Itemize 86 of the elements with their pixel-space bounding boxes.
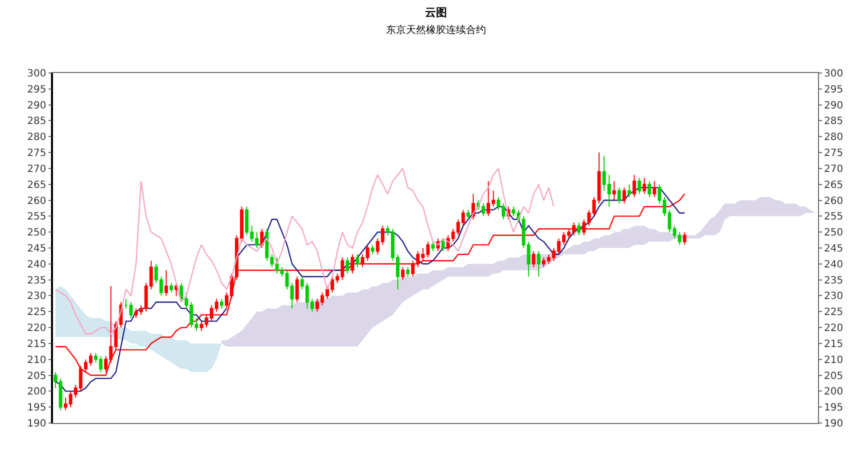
candlestick bbox=[401, 266, 405, 280]
y-tick-label: 275 bbox=[27, 148, 46, 160]
y-tick-label: 200 bbox=[27, 386, 46, 398]
y2-tick-label: 275 bbox=[824, 148, 844, 160]
y2-tick-label: 280 bbox=[824, 132, 844, 144]
candlestick bbox=[617, 187, 621, 204]
y-tick-label: 230 bbox=[27, 291, 46, 302]
y-tick-label: 235 bbox=[27, 275, 46, 286]
candlestick bbox=[441, 238, 445, 252]
y-tick-label: 195 bbox=[27, 402, 46, 414]
candlestick bbox=[662, 196, 666, 217]
candlestick bbox=[682, 232, 686, 246]
candlestick bbox=[532, 250, 536, 268]
y2-tick-label: 200 bbox=[824, 386, 844, 398]
candlestick bbox=[622, 187, 626, 204]
candlestick bbox=[431, 241, 435, 252]
y-tick-label: 300 bbox=[27, 68, 46, 80]
y-tick-label: 245 bbox=[27, 244, 46, 254]
candlestick bbox=[200, 320, 204, 332]
y2-tick-label: 255 bbox=[824, 212, 844, 223]
candlestick bbox=[642, 178, 646, 194]
candlestick bbox=[652, 180, 656, 198]
y2-tick-label: 245 bbox=[824, 244, 844, 254]
candlestick bbox=[350, 254, 354, 274]
y2-tick-label: 190 bbox=[824, 418, 844, 430]
y2-tick-label: 220 bbox=[824, 323, 844, 334]
candlestick bbox=[628, 184, 631, 198]
y2-tick-label: 250 bbox=[824, 228, 844, 239]
y2-tick-label: 215 bbox=[824, 338, 844, 350]
y-tick-label: 205 bbox=[27, 370, 46, 382]
candlestick bbox=[648, 180, 652, 198]
candlestick bbox=[295, 276, 299, 303]
y-tick-label: 225 bbox=[27, 307, 46, 318]
y2-tick-label: 260 bbox=[824, 196, 844, 207]
candlestick bbox=[466, 209, 470, 220]
y-tick-label: 190 bbox=[27, 418, 46, 430]
y-tick-label: 285 bbox=[27, 116, 46, 128]
candlestick bbox=[638, 178, 642, 194]
candlestick bbox=[512, 206, 516, 217]
y2-tick-label: 235 bbox=[824, 275, 844, 286]
candlestick bbox=[587, 209, 591, 226]
y2-tick-label: 295 bbox=[824, 84, 844, 96]
candlestick bbox=[170, 282, 174, 294]
chart-subtitle: 东京天然橡胶连续合约 bbox=[386, 24, 486, 36]
candlestick bbox=[204, 314, 208, 328]
y2-tick-label: 230 bbox=[824, 291, 844, 302]
y-tick-label: 260 bbox=[27, 196, 46, 207]
y-tick-label: 255 bbox=[27, 212, 46, 223]
candlestick bbox=[632, 174, 636, 198]
y-tick-label: 290 bbox=[27, 100, 46, 112]
line-series bbox=[54, 168, 554, 335]
candlestick bbox=[356, 254, 360, 268]
y2-tick-label: 205 bbox=[824, 370, 844, 382]
y-tick-label: 265 bbox=[27, 180, 46, 191]
candlestick bbox=[612, 180, 616, 201]
y2-tick-label: 285 bbox=[824, 116, 844, 128]
y2-tick-label: 195 bbox=[824, 402, 844, 414]
y-tick-label: 210 bbox=[27, 354, 46, 366]
candlestick bbox=[260, 228, 264, 248]
y2-tick-label: 210 bbox=[824, 354, 844, 366]
y-tick-label: 295 bbox=[27, 84, 46, 96]
y2-tick-label: 265 bbox=[824, 180, 844, 191]
candlestick bbox=[577, 222, 581, 236]
y2-tick-label: 270 bbox=[824, 164, 844, 175]
candlestick bbox=[346, 257, 350, 274]
y-tick-label: 270 bbox=[27, 164, 46, 175]
y-tick-label: 280 bbox=[27, 132, 46, 144]
y2-tick-label: 300 bbox=[824, 68, 844, 80]
y2-tick-label: 290 bbox=[824, 100, 844, 112]
candlestick bbox=[129, 302, 133, 318]
candlestick bbox=[582, 218, 586, 236]
candlestick bbox=[220, 298, 224, 309]
candlestick bbox=[536, 250, 540, 278]
candlestick bbox=[164, 270, 168, 296]
y2-tick-label: 225 bbox=[824, 307, 844, 318]
candlestick bbox=[280, 266, 284, 278]
candlestick bbox=[124, 298, 128, 309]
y-tick-label: 220 bbox=[27, 323, 46, 334]
y-tick-label: 215 bbox=[27, 338, 46, 350]
chart-title: 云图 bbox=[425, 6, 447, 19]
candlestick bbox=[370, 244, 374, 255]
candlestick bbox=[658, 184, 662, 204]
candlestick bbox=[406, 266, 410, 278]
y-tick-label: 240 bbox=[27, 259, 46, 270]
y2-tick-label: 240 bbox=[824, 259, 844, 270]
y-tick-label: 250 bbox=[27, 228, 46, 239]
